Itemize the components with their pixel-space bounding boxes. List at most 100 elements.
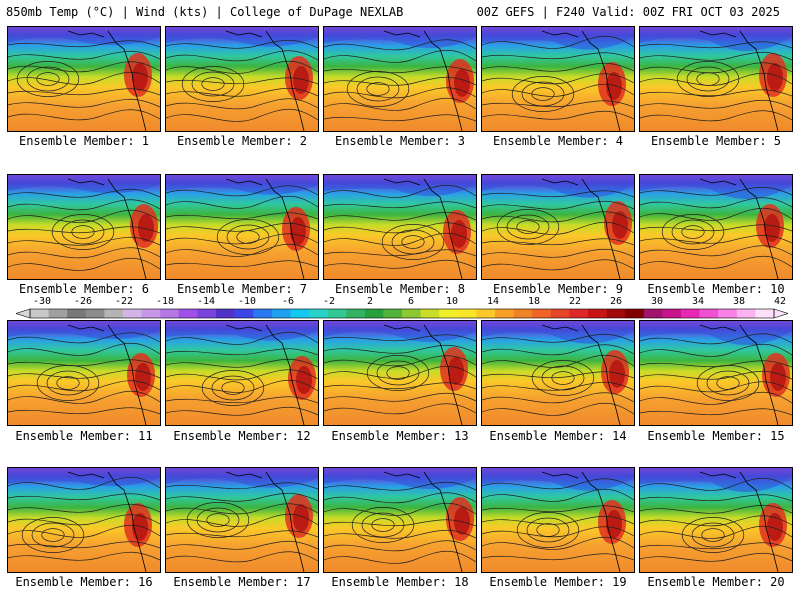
colorbar-segment xyxy=(736,309,756,318)
colorbar-segment xyxy=(439,309,459,318)
ensemble-member-label: Ensemble Member: 5 xyxy=(650,134,782,148)
ensemble-member-map xyxy=(323,467,477,573)
ensemble-member-map xyxy=(323,26,477,132)
ensemble-member-map xyxy=(639,467,793,573)
run-valid-time: 00Z GEFS | F240 Valid: 00Z FRI OCT 03 20… xyxy=(476,5,780,19)
colorbar-segment xyxy=(85,309,105,318)
ensemble-member-label: Ensemble Member: 10 xyxy=(647,282,785,296)
colorbar-segment xyxy=(588,309,607,318)
ensemble-member-label: Ensemble Member: 6 xyxy=(18,282,150,296)
colorbar-labels: -30 -26 -22 -18 -14 -10 -6 -2 2 6 10 14 18 22 26 30 34 38… xyxy=(16,296,788,307)
ensemble-member-map xyxy=(481,174,635,280)
temperature-colorbar: -30 -26 -22 -18 -14 -10 -6 -2 2 6 10 14 18 22 26 30 34 38… xyxy=(16,296,788,320)
colorbar-tick-label: -2 xyxy=(322,296,336,307)
colorbar-segment xyxy=(309,309,328,318)
ensemble-member-map xyxy=(639,174,793,280)
colorbar-tick-label: -14 xyxy=(196,296,216,307)
colorbar-min-arrow xyxy=(16,308,31,319)
colorbar-tick-label: 6 xyxy=(407,296,415,307)
colorbar-segment xyxy=(104,309,124,318)
colorbar-tick-label: 14 xyxy=(486,296,500,307)
colorbar-segment xyxy=(755,309,775,318)
colorbar-segment xyxy=(141,309,161,318)
colorbar-tick-label: -30 xyxy=(32,296,52,307)
ensemble-member-label: Ensemble Member: 12 xyxy=(173,429,311,443)
colorbar-segment xyxy=(364,309,384,318)
colorbar-tick-label: -10 xyxy=(237,296,257,307)
colorbar-segment xyxy=(402,309,421,318)
ensemble-member-label: Ensemble Member: 3 xyxy=(334,134,466,148)
ensemble-member-label: Ensemble Member: 1 xyxy=(18,134,150,148)
colorbar-segment xyxy=(569,309,589,318)
colorbar-tick-label: 34 xyxy=(691,296,705,307)
colorbar-segment xyxy=(550,309,570,318)
colorbar-segment xyxy=(123,309,142,318)
colorbar-segment xyxy=(67,309,87,318)
colorbar-segment xyxy=(662,309,682,318)
colorbar-segment xyxy=(532,309,552,318)
ensemble-member-label: Ensemble Member: 4 xyxy=(492,134,624,148)
ensemble-member-label: Ensemble Member: 17 xyxy=(173,575,311,589)
ensemble-member-label: Ensemble Member: 2 xyxy=(176,134,308,148)
ensemble-member-map xyxy=(481,320,635,426)
colorbar-tick-label: 22 xyxy=(568,296,582,307)
ensemble-member-map xyxy=(323,320,477,426)
colorbar-max-arrow xyxy=(773,308,788,319)
colorbar-segment xyxy=(160,309,180,318)
colorbar-segment xyxy=(476,309,496,318)
colorbar-segment xyxy=(495,309,514,318)
colorbar-tick-label: 30 xyxy=(650,296,664,307)
ensemble-member-label: Ensemble Member: 11 xyxy=(15,429,153,443)
ensemble-member-map xyxy=(7,320,161,426)
colorbar-segment xyxy=(253,309,273,318)
colorbar-tick-label: 26 xyxy=(609,296,623,307)
colorbar-segment xyxy=(290,309,310,318)
colorbar-segment xyxy=(178,309,198,318)
colorbar-segment xyxy=(234,309,254,318)
ensemble-member-label: Ensemble Member: 16 xyxy=(15,575,153,589)
colorbar-segment xyxy=(48,309,68,318)
page-header: 850mb Temp (°C) | Wind (kts) | College o… xyxy=(0,0,800,24)
colorbar-segment xyxy=(699,309,719,318)
ensemble-member-map xyxy=(165,26,319,132)
colorbar-segment xyxy=(681,309,700,318)
ensemble-member-map xyxy=(481,467,635,573)
colorbar-segment xyxy=(327,309,347,318)
colorbar-tick-label: -22 xyxy=(114,296,134,307)
ensemble-member-label: Ensemble Member: 7 xyxy=(176,282,308,296)
ensemble-member-label: Ensemble Member: 19 xyxy=(489,575,627,589)
ensemble-member-label: Ensemble Member: 15 xyxy=(647,429,785,443)
ensemble-member-label: Ensemble Member: 13 xyxy=(331,429,469,443)
colorbar-tick-label: -18 xyxy=(155,296,175,307)
ensemble-member-map xyxy=(165,174,319,280)
colorbar-segment xyxy=(197,309,217,318)
colorbar-segment xyxy=(513,309,533,318)
ensemble-member-map xyxy=(639,320,793,426)
colorbar-segment xyxy=(606,309,626,318)
ensemble-member-map xyxy=(7,174,161,280)
colorbar-segment xyxy=(718,309,738,318)
colorbar-segment xyxy=(383,309,403,318)
ensemble-member-map xyxy=(165,320,319,426)
colorbar-tick-label: 10 xyxy=(445,296,459,307)
colorbar-tick-label: -6 xyxy=(281,296,295,307)
ensemble-member-map xyxy=(7,467,161,573)
colorbar-tick-label: 2 xyxy=(366,296,374,307)
page-title: 850mb Temp (°C) | Wind (kts) | College o… xyxy=(6,5,404,19)
colorbar-segment xyxy=(30,309,49,318)
ensemble-member-map xyxy=(7,26,161,132)
colorbar-segment xyxy=(625,309,645,318)
colorbar-scale xyxy=(16,308,788,319)
ensemble-member-label: Ensemble Member: 8 xyxy=(334,282,466,296)
ensemble-member-label: Ensemble Member: 20 xyxy=(647,575,785,589)
colorbar-tick-label: 18 xyxy=(527,296,541,307)
ensemble-member-map xyxy=(165,467,319,573)
colorbar-segment xyxy=(643,309,663,318)
ensemble-member-label: Ensemble Member: 9 xyxy=(492,282,624,296)
ensemble-member-map xyxy=(639,26,793,132)
colorbar-segment xyxy=(346,309,366,318)
colorbar-tick-label: -26 xyxy=(73,296,93,307)
colorbar-segment xyxy=(271,309,291,318)
colorbar-tick-label: 42 xyxy=(773,296,787,307)
ensemble-member-map xyxy=(323,174,477,280)
